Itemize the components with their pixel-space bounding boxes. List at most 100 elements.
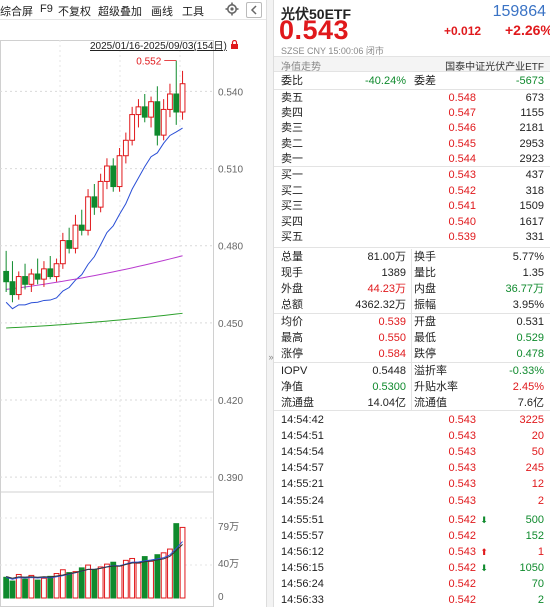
- tick-price: 0.543: [448, 494, 476, 507]
- candle-body: [110, 165, 117, 188]
- date-range-label[interactable]: 2025/01/16-2025/09/03(154日): [90, 37, 239, 52]
- toolbar-draw-line[interactable]: 画线: [151, 6, 173, 18]
- price-tick-label: 0.540: [218, 87, 243, 98]
- volume-bar: [129, 557, 136, 599]
- toolbar-tools[interactable]: 工具: [182, 6, 204, 18]
- chart-frame: [0, 40, 214, 607]
- bid-level-row: 买一 0.543 437: [274, 167, 550, 183]
- bid-level-label: 买四: [281, 215, 303, 228]
- quote-panel: 光伏50ETF 159864 0.543 +0.012 +2.26% SZSE …: [274, 0, 550, 607]
- arrow-down-icon: ⬇: [480, 562, 488, 573]
- stat-label: 跌停: [414, 348, 436, 360]
- tick-time: 14:55:21: [281, 478, 324, 491]
- ask-level-label: 卖三: [281, 122, 303, 135]
- stat-value: 0.5448: [372, 365, 406, 377]
- volume-bar: [110, 561, 117, 599]
- tick-price: 0.543: [448, 545, 476, 558]
- toolbar-f9[interactable]: F9: [40, 3, 53, 15]
- stat-column-divider: [411, 314, 412, 362]
- candle-body: [97, 180, 104, 208]
- tick-row: 14:55:21 0.543 12: [274, 476, 550, 492]
- bid-price: 0.543: [448, 169, 476, 181]
- tick-row: 14:54:51 0.543 20: [274, 428, 550, 444]
- stat-label: IOPV: [281, 365, 308, 377]
- stat-value: 44.23万: [367, 283, 406, 295]
- tick-time: 14:55:24: [281, 494, 324, 507]
- tick-time: 14:56:24: [281, 578, 324, 590]
- toolbar-super-overlay[interactable]: 超级叠加: [98, 6, 142, 18]
- stat-label: 升贴水率: [414, 381, 458, 393]
- candle-body: [104, 165, 110, 182]
- candle-body: [160, 108, 167, 136]
- tab-nav-trend[interactable]: 净值走势: [281, 62, 321, 73]
- price-tick-label: 0.480: [218, 242, 243, 253]
- bid-level-row: 买三 0.541 1509: [274, 198, 550, 214]
- candle-body: [179, 83, 186, 113]
- tick-price: 0.543: [448, 414, 476, 426]
- volume-bar: [154, 554, 161, 599]
- tick-time: 14:54:57: [281, 462, 324, 475]
- stat-row: 总量 81.00万 换手 5.77%: [274, 249, 550, 265]
- moving-average-lines: [5, 127, 183, 329]
- candle-body: [41, 268, 47, 280]
- stat-value: 4362.32万: [355, 299, 406, 311]
- stat-row: 涨停 0.584 跌停 0.478: [274, 346, 550, 362]
- lock-icon: [230, 39, 238, 49]
- tick-time: 14:56:12: [281, 545, 324, 558]
- tick-row: 14:54:54 0.543 50: [274, 444, 550, 460]
- bid-volume: 1617: [519, 215, 544, 228]
- volume-bar: [59, 569, 66, 599]
- tick-row: 14:55:24 0.543 2: [274, 493, 550, 509]
- tick-row: 14:56:15 0.542 ⬇ 1050: [274, 560, 550, 576]
- candle-body: [85, 196, 91, 231]
- gear-icon[interactable]: [225, 2, 239, 16]
- toolbar-no-adjust[interactable]: 不复权: [58, 6, 91, 18]
- candle-body: [154, 101, 161, 136]
- stat-label: 总量: [281, 251, 303, 263]
- stat-label: 流通值: [414, 397, 447, 409]
- price-axis-labels: 0.540 0.510 0.480 0.450 0.420 0.390 79万 40万 0: [218, 87, 243, 603]
- ask-level-label: 卖四: [281, 107, 303, 120]
- stat-row: 均价 0.539 开盘 0.531: [274, 314, 550, 330]
- volume-bar: [9, 580, 16, 599]
- chart-toolbar: 综合屏 F9 不复权 超级叠加 画线 工具: [0, 0, 266, 20]
- expand-arrow-icon[interactable]: »: [268, 352, 274, 362]
- toolbar-composite-screen[interactable]: 综合屏: [0, 6, 33, 18]
- stat-label: 内盘: [414, 283, 436, 295]
- candle-body: [3, 270, 10, 283]
- volume-bar: [22, 578, 28, 599]
- ma-line-short: [5, 127, 183, 310]
- chevron-left-icon: [250, 5, 257, 15]
- volume-bar: [72, 571, 79, 599]
- tick-time: 14:54:51: [281, 430, 324, 443]
- bid-level-label: 买二: [281, 184, 303, 197]
- bid-level-label: 买五: [281, 231, 303, 244]
- volume-bar: [160, 552, 167, 599]
- volume-tick-label: 40万: [218, 559, 239, 570]
- stat-label: 振幅: [414, 299, 436, 311]
- volume-bar: [179, 526, 186, 599]
- panel-divider[interactable]: »: [266, 0, 274, 607]
- arrow-down-icon: ⬇: [480, 514, 488, 525]
- kline-chart-area[interactable]: 0.552 0.540 0.510 0.480 0.450 0.420 0.390 79万 4…: [0, 20, 266, 607]
- tick-time: 14:56:33: [281, 594, 324, 607]
- tick-row: 14:56:24 0.542 70: [274, 576, 550, 592]
- stat-label: 外盘: [281, 283, 303, 295]
- candle-body: [78, 224, 85, 231]
- weibi-value: -40.24%: [365, 75, 406, 87]
- tick-volume: 152: [525, 529, 544, 542]
- volume-bar: [167, 548, 173, 599]
- collapse-panel-button[interactable]: [246, 2, 262, 18]
- stat-row: 净值 0.5300 升贴水率 2.45%: [274, 379, 550, 395]
- tick-time: 14:55:51: [281, 513, 324, 526]
- fund-full-name: 国泰中证光伏产业ETF: [445, 62, 544, 73]
- stat-value: 36.77万: [505, 283, 544, 295]
- kline-chart[interactable]: 0.552 0.540 0.510 0.480 0.450 0.420 0.390 79万 4…: [0, 20, 266, 607]
- tick-price: 0.542: [448, 561, 476, 574]
- tick-time: 14:54:54: [281, 446, 324, 459]
- tick-row: 14:56:33 0.542 2: [274, 592, 550, 607]
- tick-price: 0.542: [448, 529, 476, 542]
- candle-body: [148, 101, 154, 118]
- volume-bar: [66, 572, 73, 599]
- last-price: 0.543: [279, 15, 350, 45]
